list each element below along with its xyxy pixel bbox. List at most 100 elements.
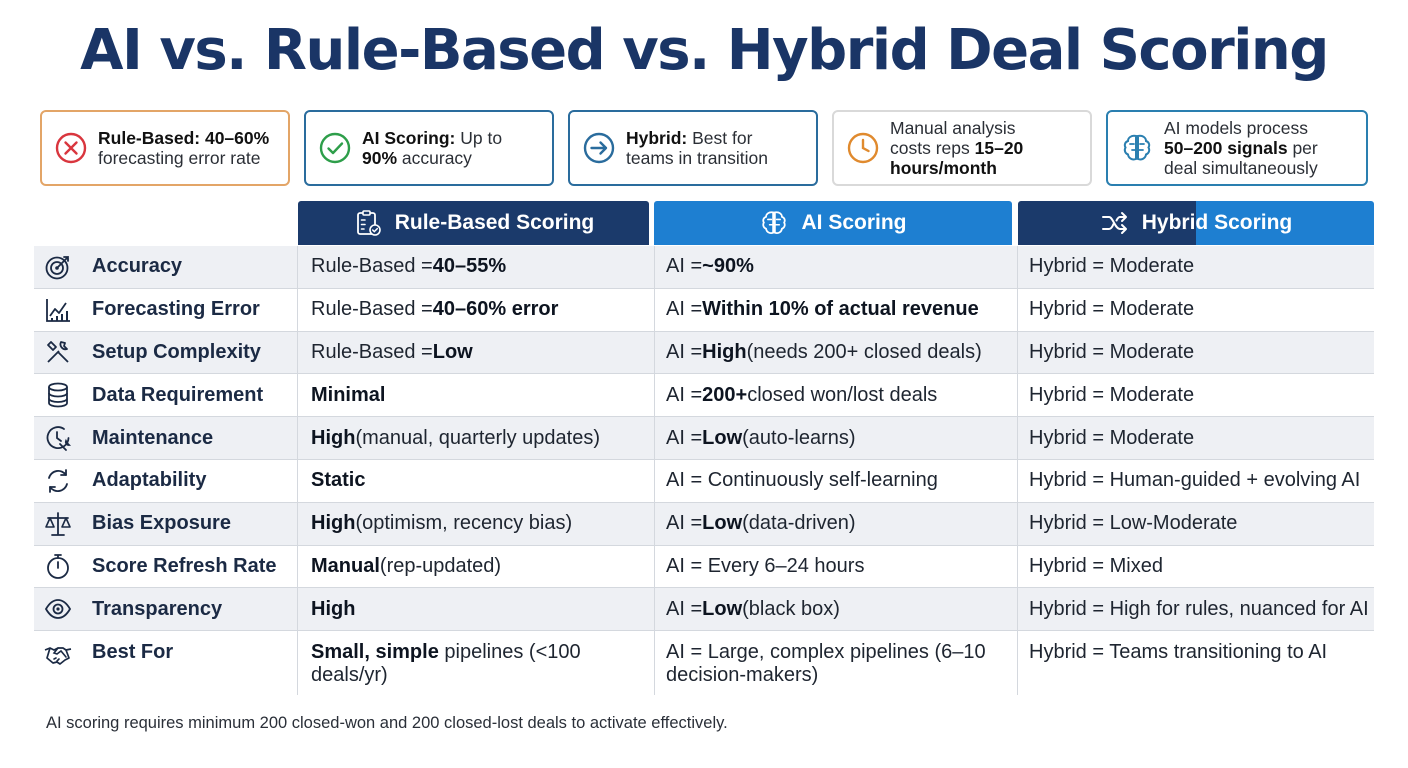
row-label-text: Best For xyxy=(92,641,174,664)
row-label: Forecasting Error xyxy=(34,289,296,331)
cell-text: Rule-Based = xyxy=(311,255,433,278)
callout-text: forecasting error rate xyxy=(98,148,261,168)
cell-hybrid: Hybrid = High for rules, nuanced for AI xyxy=(1017,588,1374,631)
table-row-accuracy: Accuracy Rule-Based = 40–55% AI = ~90% H… xyxy=(34,246,1374,289)
table-row-maintenance: Maintenance High (manual, quarterly upda… xyxy=(34,417,1374,460)
cell-text: AI = xyxy=(666,340,703,363)
row-label-text: Forecasting Error xyxy=(92,298,260,321)
header-label: Rule-Based Scoring xyxy=(394,211,595,234)
cell-rule-based: Minimal xyxy=(297,374,653,417)
header-hybrid: Hybrid Scoring xyxy=(1018,201,1374,245)
cell-bold: ~90% xyxy=(702,255,754,278)
row-label-text: Score Refresh Rate xyxy=(92,554,277,577)
callout-text-2: teams in transition xyxy=(626,148,769,168)
clock-icon xyxy=(847,132,879,164)
row-label: Bias Exposure xyxy=(34,503,296,545)
header-rule-based: Rule-Based Scoring xyxy=(298,201,649,245)
callout-text: AI models process xyxy=(1164,118,1308,138)
refresh-icon xyxy=(48,468,68,493)
cell-text-2: (rep-updated) xyxy=(379,554,502,577)
cell-bold: Low xyxy=(702,426,743,449)
row-label: Accuracy xyxy=(34,246,296,288)
cell-rule-based: Rule-Based = 40–55% xyxy=(297,246,653,288)
table-row-setup-complexity: Setup Complexity Rule-Based = Low AI = H… xyxy=(34,331,1374,375)
table-row-adaptability: Adaptability Static AI = Continuously se… xyxy=(34,459,1374,503)
callout-text-2: costs reps xyxy=(890,138,970,158)
chart-icon xyxy=(46,298,70,322)
callout-row: Rule-Based: 40–60% forecasting error rate… xyxy=(40,110,1370,186)
cell-ai: AI = Large, complex pipelines (6–10 deci… xyxy=(654,631,1016,696)
cell-text: Rule-Based = xyxy=(311,298,433,321)
cell-rule-based: Rule-Based = 40–60% error xyxy=(297,288,653,331)
callout-bold: Hybrid: xyxy=(626,128,688,148)
cell-text: AI = xyxy=(666,255,703,278)
cell-ai: AI = High (needs 200+ closed deals) xyxy=(654,331,1016,374)
cell-bold: Minimal xyxy=(311,383,386,406)
table-row-data-requirement: Data Requirement Minimal AI = 200+ close… xyxy=(34,374,1374,418)
callout-text: Best for xyxy=(692,128,753,148)
cell-text: Hybrid = Moderate xyxy=(1029,298,1195,321)
callout-bold-2: 90% xyxy=(362,148,398,168)
cell-text: Rule-Based = xyxy=(311,340,433,363)
cell-text-2: pipelines (<100 deals/yr) xyxy=(311,641,581,687)
row-label-text: Transparency xyxy=(92,597,223,620)
cell-hybrid: Hybrid = Moderate xyxy=(1017,374,1374,417)
cell-ai: AI = Low (auto-learns) xyxy=(654,417,1016,459)
stopwatch-icon xyxy=(47,554,69,580)
callout-text-3: deal simultaneously xyxy=(1164,158,1318,178)
cell-bold: Static xyxy=(311,469,366,492)
cell-text: Hybrid = Moderate xyxy=(1029,383,1195,406)
cell-text-2: (manual, quarterly updates) xyxy=(355,426,601,449)
cell-text: AI = xyxy=(666,512,703,535)
cell-bold: High xyxy=(311,597,356,620)
cell-text: AI = xyxy=(666,383,703,406)
cell-ai: AI = Continuously self-learning xyxy=(654,459,1016,502)
cell-text: AI = Continuously self-learning xyxy=(666,469,938,492)
callout-ai-signals: AI models process 50–200 signals per deal … xyxy=(1106,110,1368,186)
header-label: AI Scoring xyxy=(801,211,907,234)
cell-rule-based: High (optimism, recency bias) xyxy=(297,502,653,545)
row-label: Transparency xyxy=(34,588,296,630)
cell-text: Hybrid = Mixed xyxy=(1029,554,1163,577)
comparison-table: Accuracy Rule-Based = 40–55% AI = ~90% H… xyxy=(34,246,1374,696)
cell-text: AI = xyxy=(666,426,703,449)
cell-text: Hybrid = Moderate xyxy=(1029,426,1195,449)
database-icon xyxy=(48,382,68,408)
cell-rule-based: High (manual, quarterly updates) xyxy=(297,417,653,459)
cell-bold: High xyxy=(702,340,747,363)
row-label-text: Setup Complexity xyxy=(92,340,261,363)
cell-rule-based: High xyxy=(297,588,653,631)
eye-icon xyxy=(44,599,72,620)
header-ai: AI Scoring xyxy=(654,201,1012,245)
footnote: AI scoring requires minimum 200 closed-w… xyxy=(46,714,728,732)
callout-bold: AI Scoring: xyxy=(362,128,456,148)
cell-text-2: (optimism, recency bias) xyxy=(355,512,573,535)
row-label: Data Requirement xyxy=(34,374,296,416)
callout-manual-cost: Manual analysis costs reps 15–20 hours/mon… xyxy=(832,110,1092,186)
cell-text-2: (auto-learns) xyxy=(742,426,856,449)
cell-text: Hybrid = Moderate xyxy=(1029,255,1195,278)
scale-icon xyxy=(45,511,71,536)
cell-text: Hybrid = Teams transitioning to AI xyxy=(1029,641,1328,664)
table-row-forecasting-error: Forecasting Error Rule-Based = 40–60% er… xyxy=(34,288,1374,332)
cell-rule-based: Static xyxy=(297,459,653,502)
cell-text: AI = xyxy=(666,597,703,620)
cell-text: Hybrid = High for rules, nuanced for AI xyxy=(1029,597,1369,620)
handshake-icon xyxy=(44,647,72,666)
table-row-score-refresh-rate: Score Refresh Rate Manual (rep-updated) … xyxy=(34,545,1374,589)
cell-text-2: (needs 200+ closed deals) xyxy=(746,340,982,363)
cell-text: Hybrid = Human-guided + evolving AI xyxy=(1029,469,1361,492)
cell-hybrid: Hybrid = Moderate xyxy=(1017,417,1374,459)
cell-bold: Within 10% of actual revenue xyxy=(702,298,979,321)
cell-bold: 40–55% xyxy=(432,255,507,278)
callout-hybrid: Hybrid: Best for teams in transition xyxy=(568,110,818,186)
cell-rule-based: Rule-Based = Low xyxy=(297,331,653,374)
cell-bold: High xyxy=(311,426,356,449)
cell-bold: Manual xyxy=(311,554,380,577)
cell-ai: AI = 200+ closed won/lost deals xyxy=(654,374,1016,417)
callout-bold: Rule-Based: 40–60% xyxy=(98,128,270,148)
row-label-text: Data Requirement xyxy=(92,383,264,406)
cell-bold: High xyxy=(311,512,356,535)
row-label-text: Accuracy xyxy=(92,255,183,278)
callout-text-2: accuracy xyxy=(401,148,472,168)
